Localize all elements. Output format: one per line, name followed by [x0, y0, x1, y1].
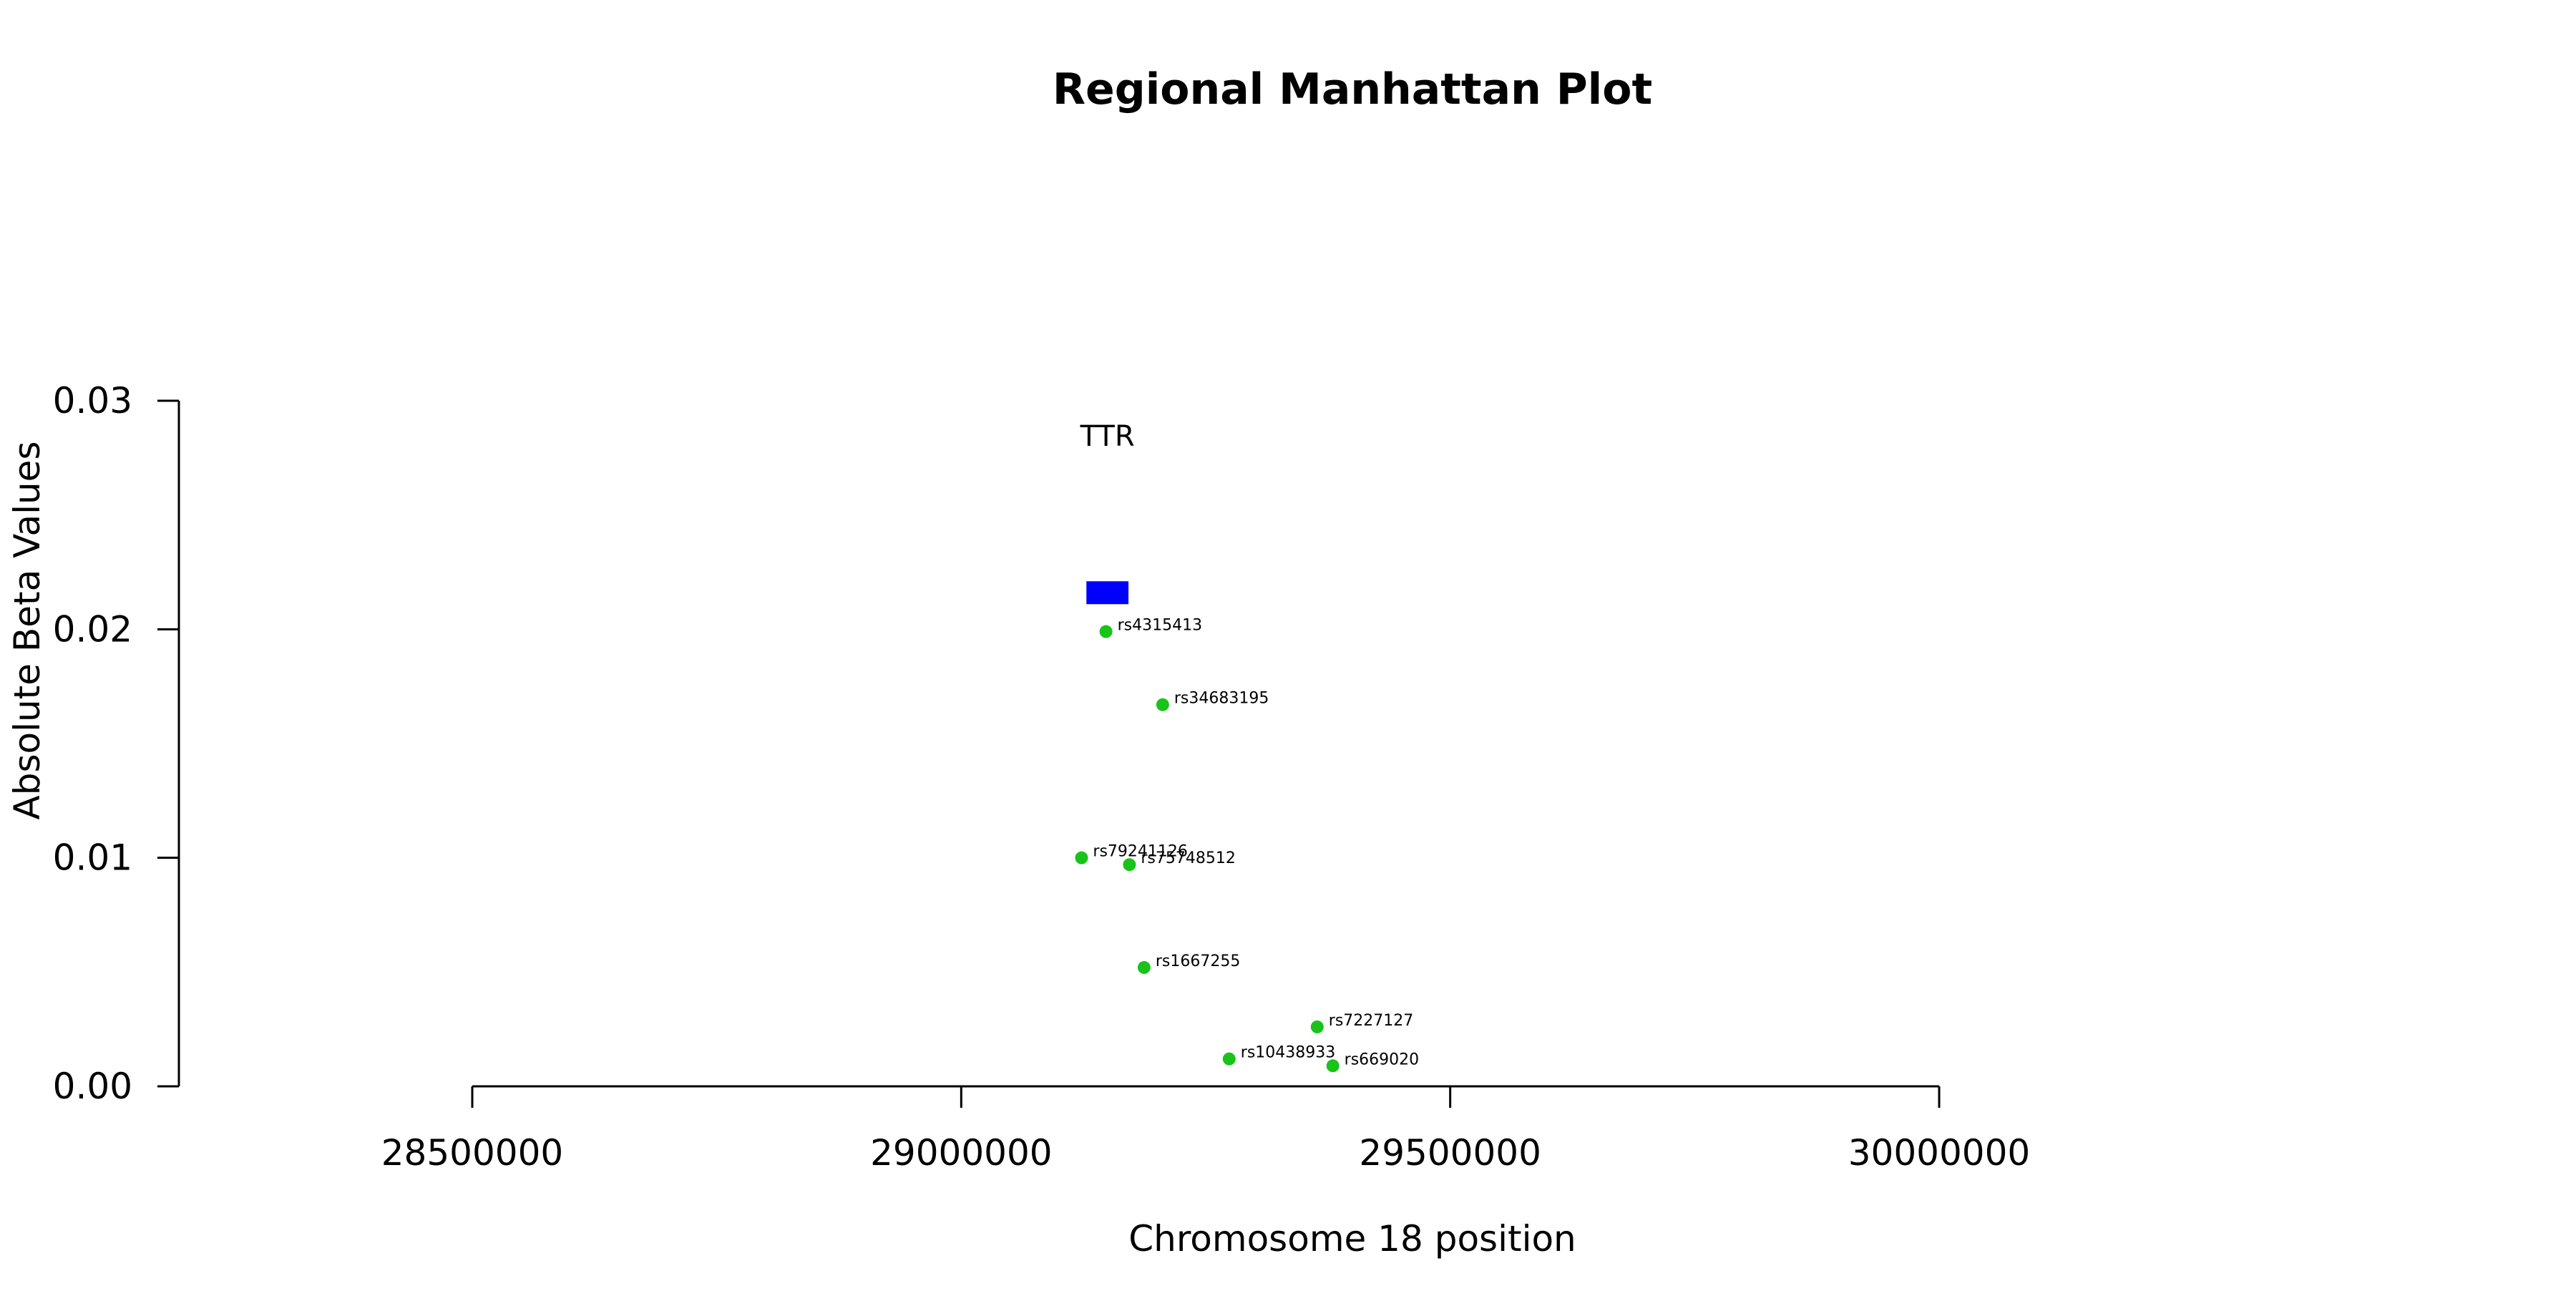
- y-tick-label: 0.01: [53, 837, 132, 879]
- data-point: [1326, 1059, 1340, 1073]
- x-tick-label: 30000000: [1848, 1132, 2031, 1174]
- point-label: rs4315413: [1118, 617, 1203, 635]
- data-point: [1099, 625, 1113, 638]
- point-label: rs34683195: [1174, 690, 1269, 708]
- data-point: [1222, 1052, 1236, 1066]
- y-tick-label: 0.03: [53, 380, 132, 422]
- data-point: [1156, 698, 1169, 711]
- data-point: [1075, 851, 1088, 864]
- point-label: rs7227127: [1329, 1012, 1414, 1030]
- y-axis-label: Absolute Beta Values: [6, 442, 48, 820]
- x-tick-label: 28500000: [381, 1132, 564, 1174]
- x-axis-label: Chromosome 18 position: [1128, 1218, 1576, 1260]
- axes: 0.00 0.01 0.02 0.03 28500000 29000000 29500000…: [53, 380, 2031, 1174]
- x-tick-label: 29000000: [870, 1132, 1053, 1174]
- gene-label: TTR: [1080, 420, 1135, 453]
- y-tick-label: 0.00: [53, 1066, 132, 1107]
- point-label: rs10438933: [1241, 1044, 1335, 1062]
- point-label: rs1667255: [1156, 953, 1241, 970]
- gene-bar: [1086, 581, 1129, 605]
- y-tick-label: 0.02: [53, 608, 132, 650]
- data-point: [1123, 858, 1136, 872]
- point-label: rs669020: [1345, 1051, 1420, 1068]
- gene-track: TTR: [1080, 420, 1135, 605]
- point-label: rs75748512: [1141, 849, 1235, 867]
- data-point: [1310, 1020, 1324, 1033]
- point-label: rs79241126: [1093, 843, 1187, 861]
- chart-title: Regional Manhattan Plot: [1053, 64, 1652, 115]
- data-point: [1137, 960, 1151, 974]
- x-tick-label: 29500000: [1359, 1132, 1541, 1174]
